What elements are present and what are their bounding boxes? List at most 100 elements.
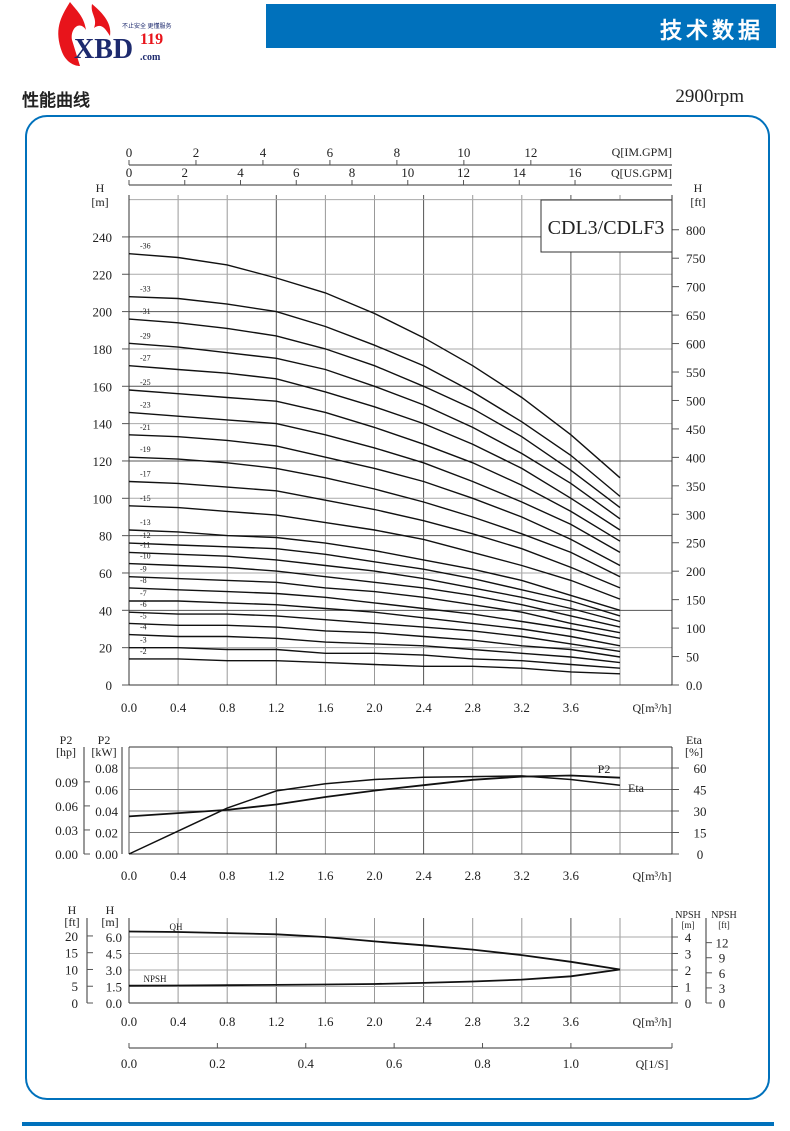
y-tick-label: 0	[106, 678, 113, 693]
y-axis-unit-eta: [%]	[685, 745, 703, 759]
stage-label: -5	[140, 611, 147, 620]
top-axis-label-im: Q[IM.GPM]	[612, 145, 672, 159]
top-tick-label-us: 10	[401, 165, 414, 180]
y-axis-label-npsh-m: NPSH	[675, 910, 701, 921]
y-axis-unit-npsh-ft: [ft]	[718, 920, 730, 930]
y-tick-label-right: 350	[686, 479, 706, 494]
y-axis-label: H	[96, 181, 105, 195]
x-axis-label: Q[m³/h]	[633, 701, 672, 715]
x-tick-label-ls: 0.6	[386, 1056, 403, 1071]
y-axis-label-eta: Eta	[686, 733, 703, 747]
top-tick-label-im: 0	[126, 145, 133, 160]
x-tick-label: 1.2	[268, 700, 284, 715]
y-tick-label: 200	[93, 305, 113, 320]
stage-label: -2	[140, 647, 147, 656]
y-tick-label-npsh-ft: 0	[719, 996, 726, 1011]
stage-label: -33	[140, 285, 151, 294]
head-curve	[128, 296, 621, 497]
stage-label: -12	[140, 531, 151, 540]
x-tick-label-ls: 0.4	[298, 1056, 315, 1071]
y-tick-label-hp: 0.00	[55, 847, 78, 862]
stage-label: -21	[140, 423, 151, 432]
y-tick-label-kw: 0.06	[95, 783, 118, 798]
xbd119-logo: XBD 119 .com 不止安全 更懂服务	[58, 2, 172, 66]
head-curve	[128, 551, 621, 623]
y-tick-label-kw: 0.08	[95, 761, 118, 776]
eta-series-label: Eta	[628, 781, 645, 795]
top-axis-label-us: Q[US.GPM]	[611, 166, 672, 180]
x-tick-label-ls: 1.0	[563, 1056, 579, 1071]
x-tick-label: 2.4	[415, 1014, 432, 1029]
y-tick-label: 100	[93, 491, 113, 506]
head-curve	[128, 456, 621, 578]
y-tick-label-ft: 5	[72, 979, 79, 994]
qh-curve	[128, 930, 621, 971]
top-tick-label-us: 8	[349, 165, 356, 180]
eta-curve	[128, 775, 621, 855]
y-tick-label: 80	[99, 529, 112, 544]
stage-label: -36	[140, 242, 151, 251]
x-tick-label: 3.2	[514, 700, 530, 715]
head-curve	[128, 253, 621, 479]
top-tick-label-im: 6	[327, 145, 334, 160]
stage-label: -17	[140, 469, 151, 478]
x-tick-label: 2.4	[415, 868, 432, 883]
header-banner: 技术数据	[266, 4, 776, 48]
top-tick-label-us: 2	[182, 165, 189, 180]
p2-series-label: P2	[598, 762, 611, 776]
stage-label: -11	[140, 540, 150, 549]
y-axis-unit-hp: [hp]	[56, 745, 76, 759]
y-axis-unit: [m]	[91, 195, 108, 209]
y-tick-label-m: 3.0	[106, 963, 122, 978]
y-tick-label-npsh-ft: 12	[716, 936, 729, 951]
npsh-series-label: NPSH	[143, 974, 167, 984]
x-tick-label: 1.2	[268, 868, 284, 883]
y-tick-label-npsh-m: 2	[685, 963, 692, 978]
y-axis-label-hp: P2	[60, 733, 73, 747]
top-tick-label-im: 4	[260, 145, 267, 160]
y-tick-label-npsh-m: 1	[685, 980, 692, 995]
y-tick-label: 160	[93, 379, 113, 394]
head-curve	[129, 600, 621, 647]
y-tick-label-hp: 0.06	[55, 799, 78, 814]
stage-label: -13	[140, 518, 151, 527]
top-tick-label-us: 6	[293, 165, 300, 180]
x-tick-label: 3.2	[514, 868, 530, 883]
stage-label: -15	[140, 494, 151, 503]
top-tick-label-im: 10	[457, 145, 470, 160]
section-title: 性能曲线	[22, 91, 90, 111]
head-curve	[128, 576, 621, 634]
y-tick-label: 60	[99, 566, 112, 581]
top-tick-label-us: 12	[457, 165, 470, 180]
x-tick-label: 1.2	[268, 1014, 284, 1029]
top-tick-label-us: 14	[513, 165, 527, 180]
x-tick-label: 0.4	[170, 1014, 187, 1029]
chart-title: CDL3/CDLF3	[548, 217, 665, 239]
y-axis-unit-npsh-m: [m]	[682, 920, 695, 930]
y-axis-unit-right: [ft]	[690, 195, 705, 209]
head-curve	[129, 658, 621, 675]
head-curve	[128, 622, 621, 658]
y-tick-label-npsh-ft: 9	[719, 951, 726, 966]
y-tick-label: 240	[93, 230, 113, 245]
qh-series-label: QH	[170, 922, 183, 932]
head-curve	[128, 505, 621, 600]
head-curve	[128, 633, 621, 664]
x-axis-label-ls: Q[1/S]	[636, 1057, 669, 1071]
y-tick-label-kw: 0.02	[95, 826, 118, 841]
y-tick-label: 40	[99, 603, 112, 618]
top-tick-label-us: 0	[126, 165, 133, 180]
y-tick-label-right: 700	[686, 280, 706, 295]
head-curve	[128, 365, 621, 531]
y-tick-label: 180	[93, 342, 113, 357]
y-tick-label-hp: 0.09	[55, 775, 78, 790]
svg-text:119: 119	[140, 31, 163, 48]
y-tick-label-npsh-m: 0	[685, 996, 692, 1011]
y-tick-label-right: 250	[686, 536, 706, 551]
x-tick-label: 0.8	[219, 700, 235, 715]
stage-label: -6	[140, 600, 147, 609]
y-tick-label-right: 650	[686, 308, 706, 323]
x-tick-label-ls: 0.2	[209, 1056, 225, 1071]
x-tick-label: 2.0	[366, 1014, 382, 1029]
y-axis-label-npsh-ft: NPSH	[711, 910, 737, 921]
